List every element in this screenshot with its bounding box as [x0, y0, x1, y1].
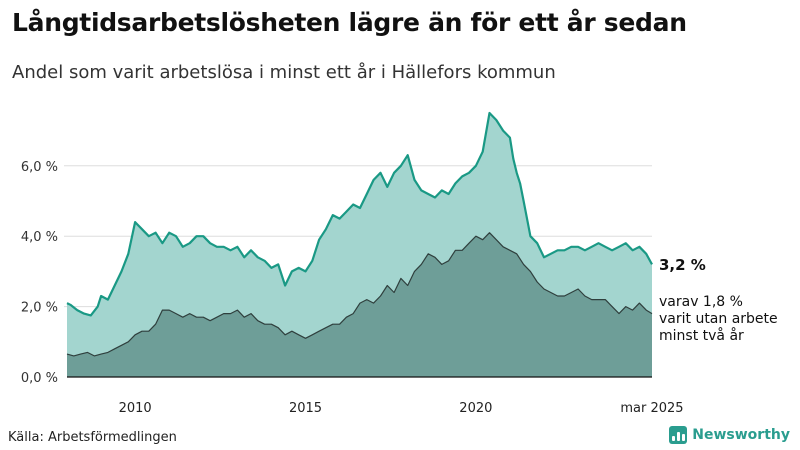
annotation-sub-line-3: minst två år: [659, 327, 744, 344]
series-two-years-line: [66, 232, 653, 357]
series-total-line: [66, 111, 653, 317]
y-tick-label: 6,0 %: [21, 160, 58, 175]
source-note: Källa: Arbetsförmedlingen: [8, 430, 177, 445]
annotation-total: 3,2 %: [659, 256, 706, 274]
y-tick-label: 4,0 %: [21, 230, 58, 245]
bar-chart-icon: [669, 426, 688, 444]
x-tick-label: mar 2025: [620, 401, 683, 416]
x-tick-label: 2010: [119, 401, 152, 416]
y-tick-label: 2,0 %: [21, 301, 58, 316]
x-tick-label: 2020: [459, 401, 492, 416]
brand-name: Newsworthy: [692, 427, 790, 443]
y-tick-label: 0,0 %: [21, 371, 58, 386]
x-tick-label: 2015: [289, 401, 322, 416]
chart-plot: 0,0 % 2,0 % 4,0 % 6,0 % 2010 2015 2020 mar 202…: [21, 111, 778, 416]
annotation-sub-line-1: varav 1,8 %: [659, 294, 743, 310]
annotation-sub-line-2: varit utan arbete: [659, 311, 778, 327]
chart-title: Långtidsarbetslösheten lägre än för ett …: [12, 8, 687, 37]
chart-subtitle: Andel som varit arbetslösa i minst ett å…: [12, 62, 556, 83]
brand-logo: Newsworthy: [669, 426, 790, 444]
